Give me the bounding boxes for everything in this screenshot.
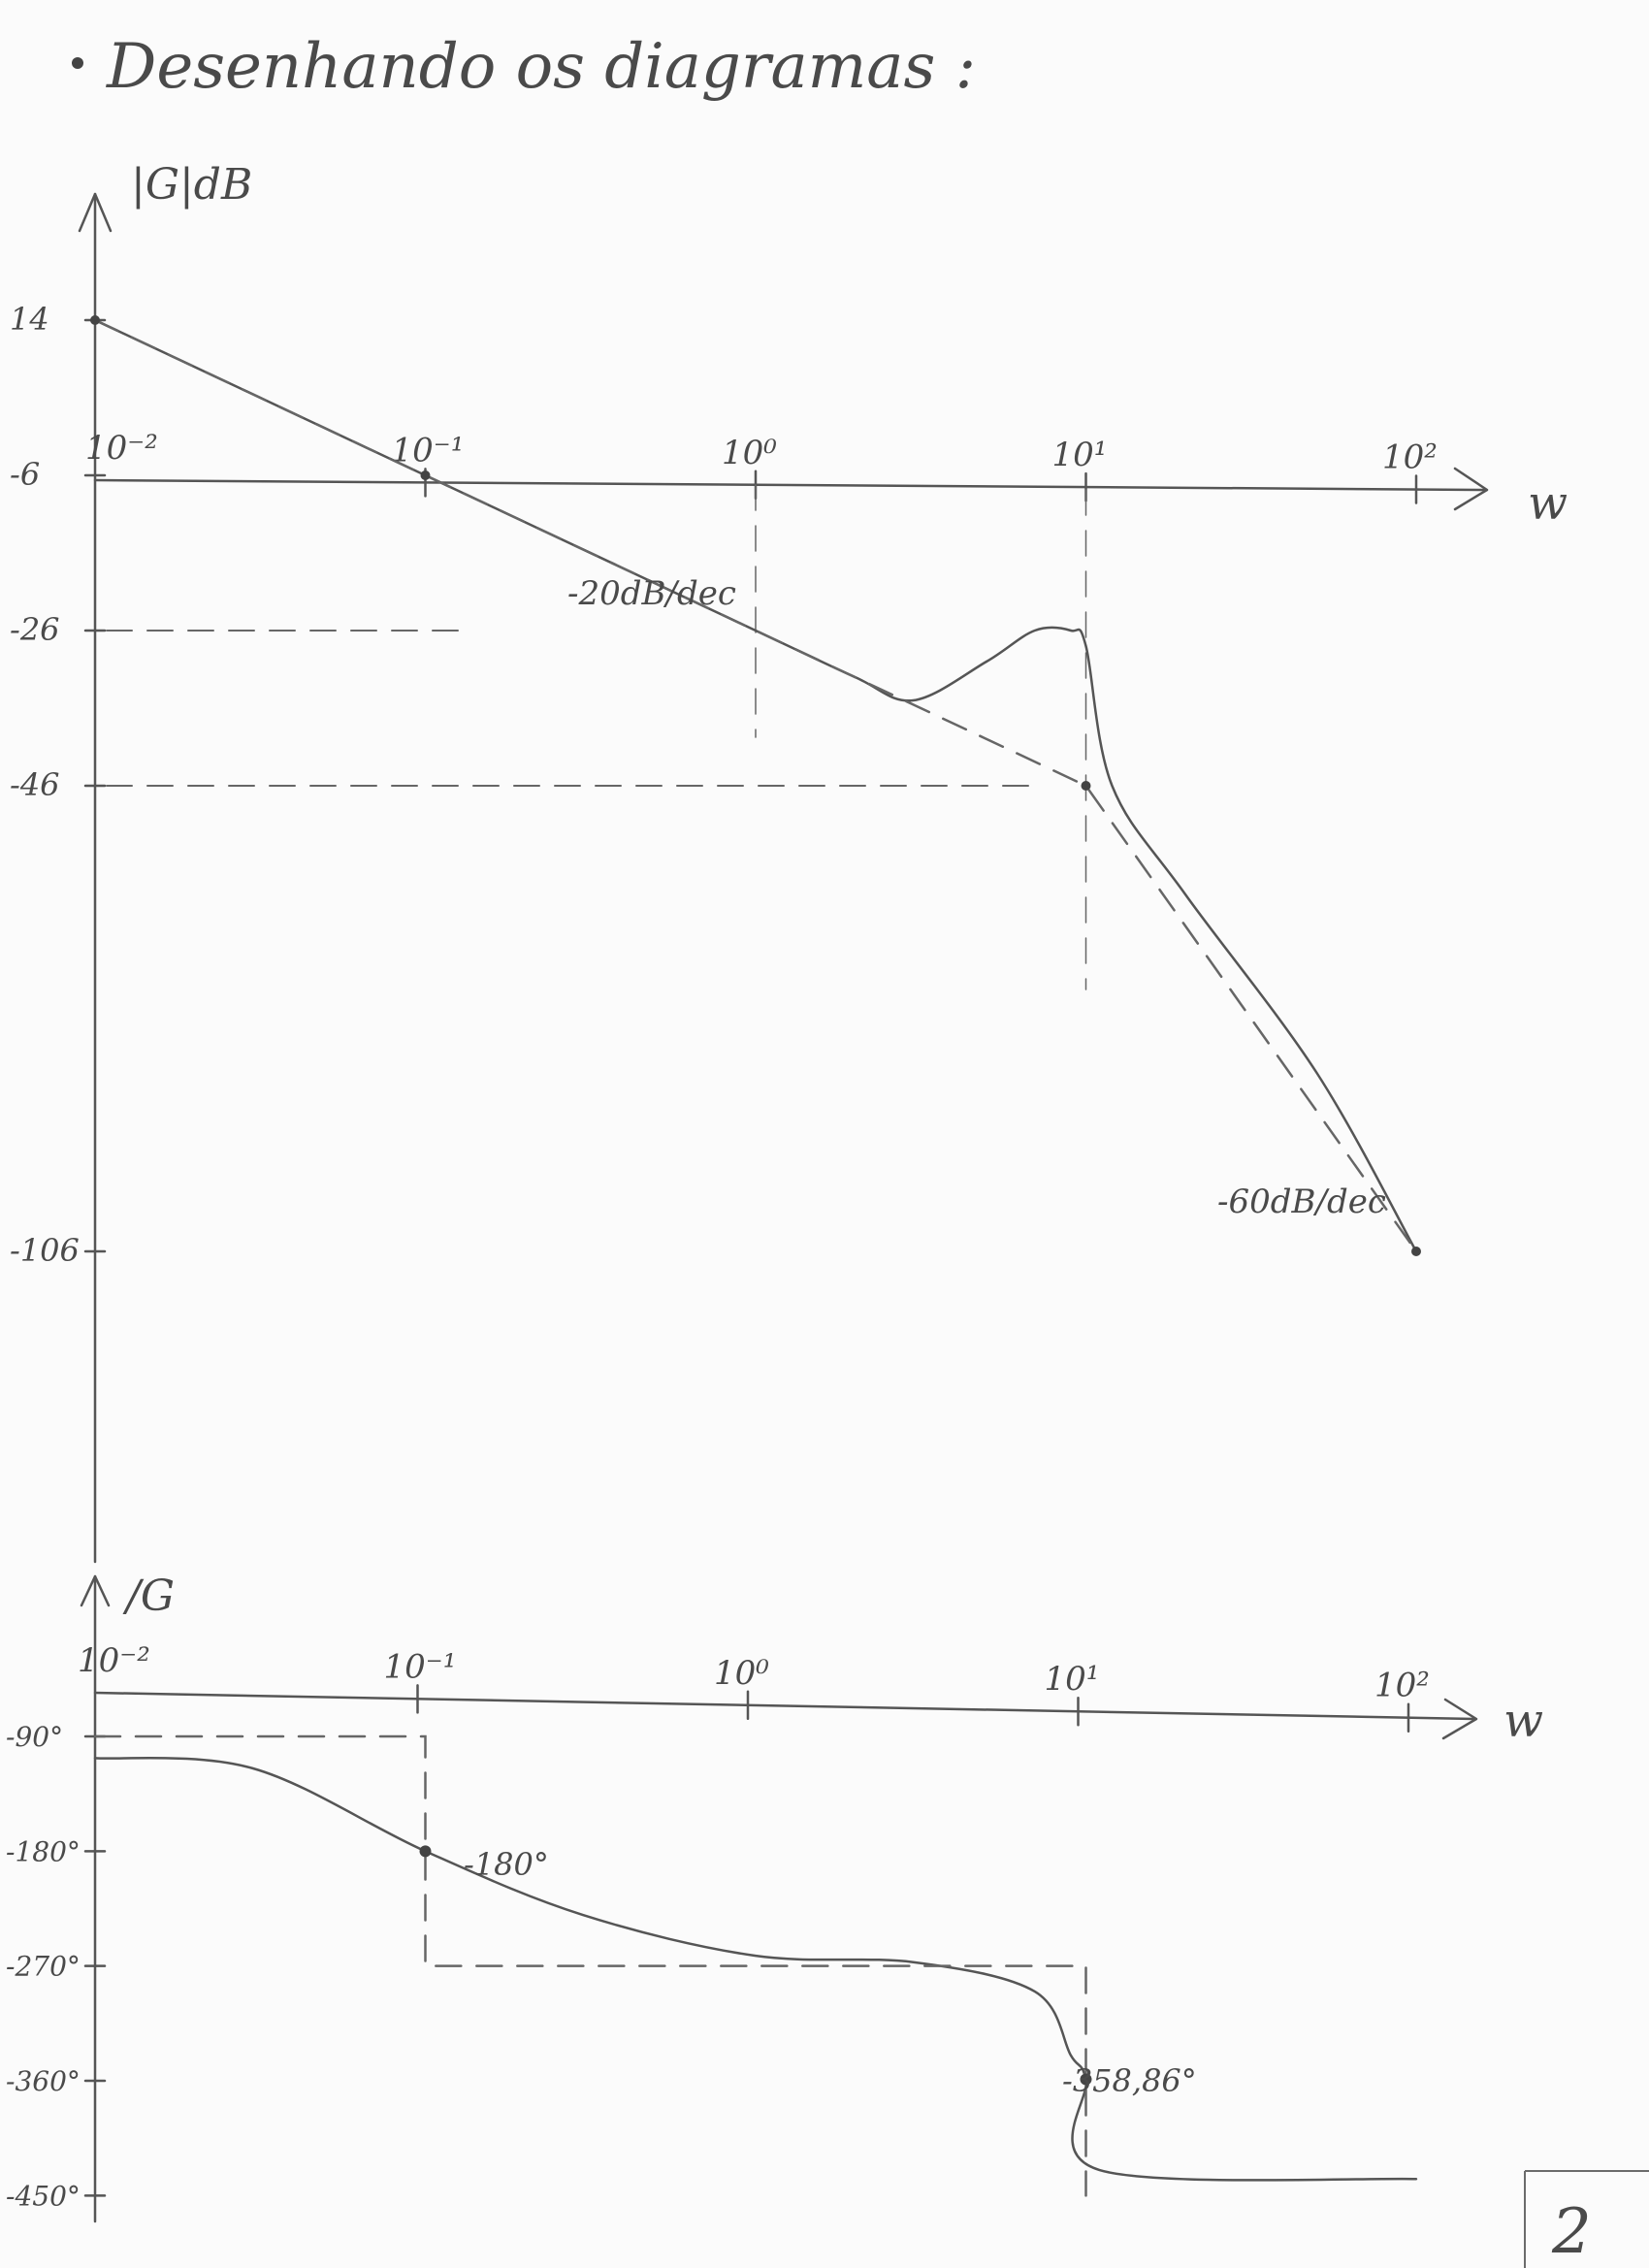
phase-x-tick-label: 10⁰: [714, 1654, 769, 1693]
magnitude-marked-point: [90, 315, 100, 325]
magnitude-y-tick-label: -46: [10, 766, 60, 803]
magnitude-guide-lines: [106, 484, 1087, 990]
magnitude-y-axis-label: |G|dB: [131, 160, 252, 210]
phase-x-axis: [93, 1691, 1476, 1721]
phase-x-ticks: 10⁻² 10⁻¹ 10⁰ 10¹ 10²: [78, 1641, 1430, 1733]
phase-x-tick-label: 10¹: [1045, 1660, 1100, 1699]
magnitude-y-tick-label: -26: [10, 611, 60, 648]
magnitude-x-tick-label: 10¹: [1052, 436, 1108, 474]
bullet-point: [72, 57, 83, 69]
phase-y-tick-label: -180°: [6, 1835, 81, 1867]
magnitude-asymptote: [93, 318, 1418, 1253]
magnitude-y-tick-label: 14: [10, 301, 49, 338]
phase-x-tick-label: 10⁻¹: [384, 1647, 457, 1686]
phase-asymptote: [93, 1734, 1087, 2197]
phase-label-180: -180°: [464, 1846, 549, 1883]
phase-x-axis-arrow: [1441, 1698, 1478, 1740]
magnitude-slope-label-60: -60dB/dec: [1217, 1183, 1386, 1221]
phase-marked-point: [419, 1845, 432, 1858]
phase-plot: /G w 10⁻² 10⁻¹ 10⁰ 10¹ 10² -90° -180° -270° -36…: [6, 1571, 1543, 2223]
phase-y-tick-label: -360°: [6, 2065, 81, 2097]
phase-label-358: -358,86°: [1062, 2062, 1197, 2099]
magnitude-x-tick-label: 10⁻¹: [392, 431, 465, 470]
magnitude-marked-point: [1081, 781, 1091, 791]
phase-y-axis-label: /G: [122, 1571, 175, 1621]
magnitude-x-axis-label: w: [1528, 476, 1568, 531]
phase-series: [93, 1734, 1418, 2197]
phase-y-tick-label: -450°: [6, 2180, 81, 2212]
magnitude-y-ticks: 14 -6 -26 -46 -106: [10, 301, 107, 1269]
phase-y-tick-label: -270°: [6, 1951, 81, 1983]
magnitude-slope-label-20: -20dB/dec: [567, 574, 736, 613]
phase-marked-points: [419, 1845, 1092, 2086]
magnitude-marked-point: [1411, 1247, 1421, 1256]
phase-marked-point: [1080, 2073, 1092, 2086]
magnitude-x-ticks: 10⁻² 10⁻¹ 10⁰ 10¹ 10²: [85, 429, 1438, 504]
page-number: 2: [1551, 2196, 1592, 2268]
phase-y-ticks: -90° -180° -270° -360° -450°: [6, 1721, 107, 2212]
magnitude-y-tick-label: -6: [10, 456, 40, 493]
magnitude-y-axis-arrow: [78, 192, 113, 233]
magnitude-x-tick-label: 10⁻²: [85, 429, 158, 468]
phase-real-curve: [93, 1756, 1418, 2182]
magnitude-y-tick-label: -106: [10, 1232, 80, 1269]
phase-x-tick-label: 10⁻²: [78, 1641, 150, 1680]
phase-x-tick-label: 10²: [1374, 1667, 1430, 1705]
phase-y-tick-label: -90°: [6, 1721, 63, 1753]
magnitude-real-curve: [93, 318, 1418, 1253]
phase-y-axis-arrow: [80, 1574, 111, 1607]
magnitude-x-tick-label: 10²: [1382, 438, 1438, 477]
magnitude-marked-point: [420, 470, 431, 480]
magnitude-x-tick-label: 10⁰: [722, 434, 777, 472]
magnitude-x-axis-arrow: [1453, 467, 1489, 511]
page-number-box: 2: [1524, 2170, 1649, 2268]
magnitude-plot: |G|dB w 10⁻² 10⁻¹ 10⁰ 10¹ 10² 14 -6 -26 -46 -106…: [10, 160, 1568, 1564]
phase-x-axis-label: w: [1504, 1694, 1543, 1748]
magnitude-series: [93, 318, 1418, 1253]
page-heading: Desenhando os diagramas :: [106, 31, 976, 103]
magnitude-marked-points: [90, 315, 1421, 1256]
magnitude-x-axis: [93, 478, 1486, 492]
